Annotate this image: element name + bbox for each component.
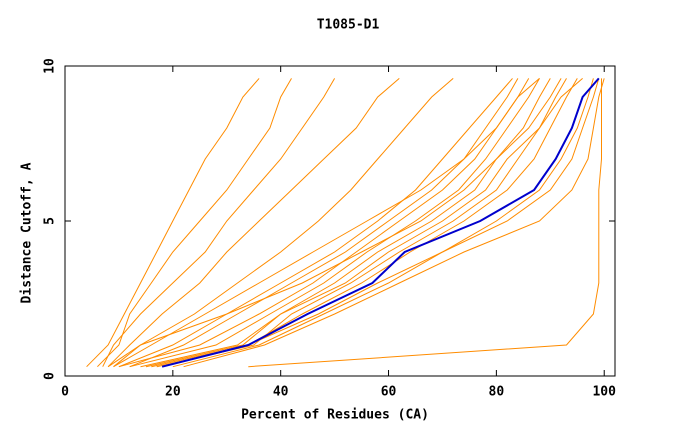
series-line <box>145 78 551 368</box>
chart-title: T1085-D1 <box>317 18 380 33</box>
series-line <box>129 78 540 368</box>
series-line <box>118 78 513 368</box>
series-line <box>97 78 292 368</box>
x-tick-label: 80 <box>489 385 505 400</box>
series-line <box>86 78 260 368</box>
series-line <box>248 78 602 368</box>
x-tick-label: 40 <box>273 385 289 400</box>
series-line <box>161 78 578 368</box>
x-tick-label: 100 <box>592 385 616 400</box>
x-tick-label: 60 <box>381 385 397 400</box>
series-line <box>161 77 600 368</box>
series-line <box>151 78 594 368</box>
y-axis-label: Distance Cutoff, A <box>20 162 35 303</box>
series-line <box>118 78 530 368</box>
series-line <box>172 78 600 368</box>
series-line <box>107 78 400 368</box>
y-tick-label: 10 <box>43 58 58 74</box>
series-line <box>156 78 567 368</box>
series-line <box>107 78 562 368</box>
series-line <box>183 78 605 368</box>
x-axis-label: Percent of Residues (CA) <box>241 408 429 423</box>
x-tick-label: 20 <box>165 385 181 400</box>
series-line <box>113 78 540 368</box>
series-line <box>140 78 583 368</box>
series-line <box>129 78 519 368</box>
y-tick-label: 5 <box>43 217 58 225</box>
series-line <box>113 78 454 368</box>
plot-frame <box>64 65 616 377</box>
series-line <box>102 78 336 367</box>
y-tick-label: 0 <box>43 372 58 380</box>
x-tick-label: 0 <box>61 385 69 400</box>
